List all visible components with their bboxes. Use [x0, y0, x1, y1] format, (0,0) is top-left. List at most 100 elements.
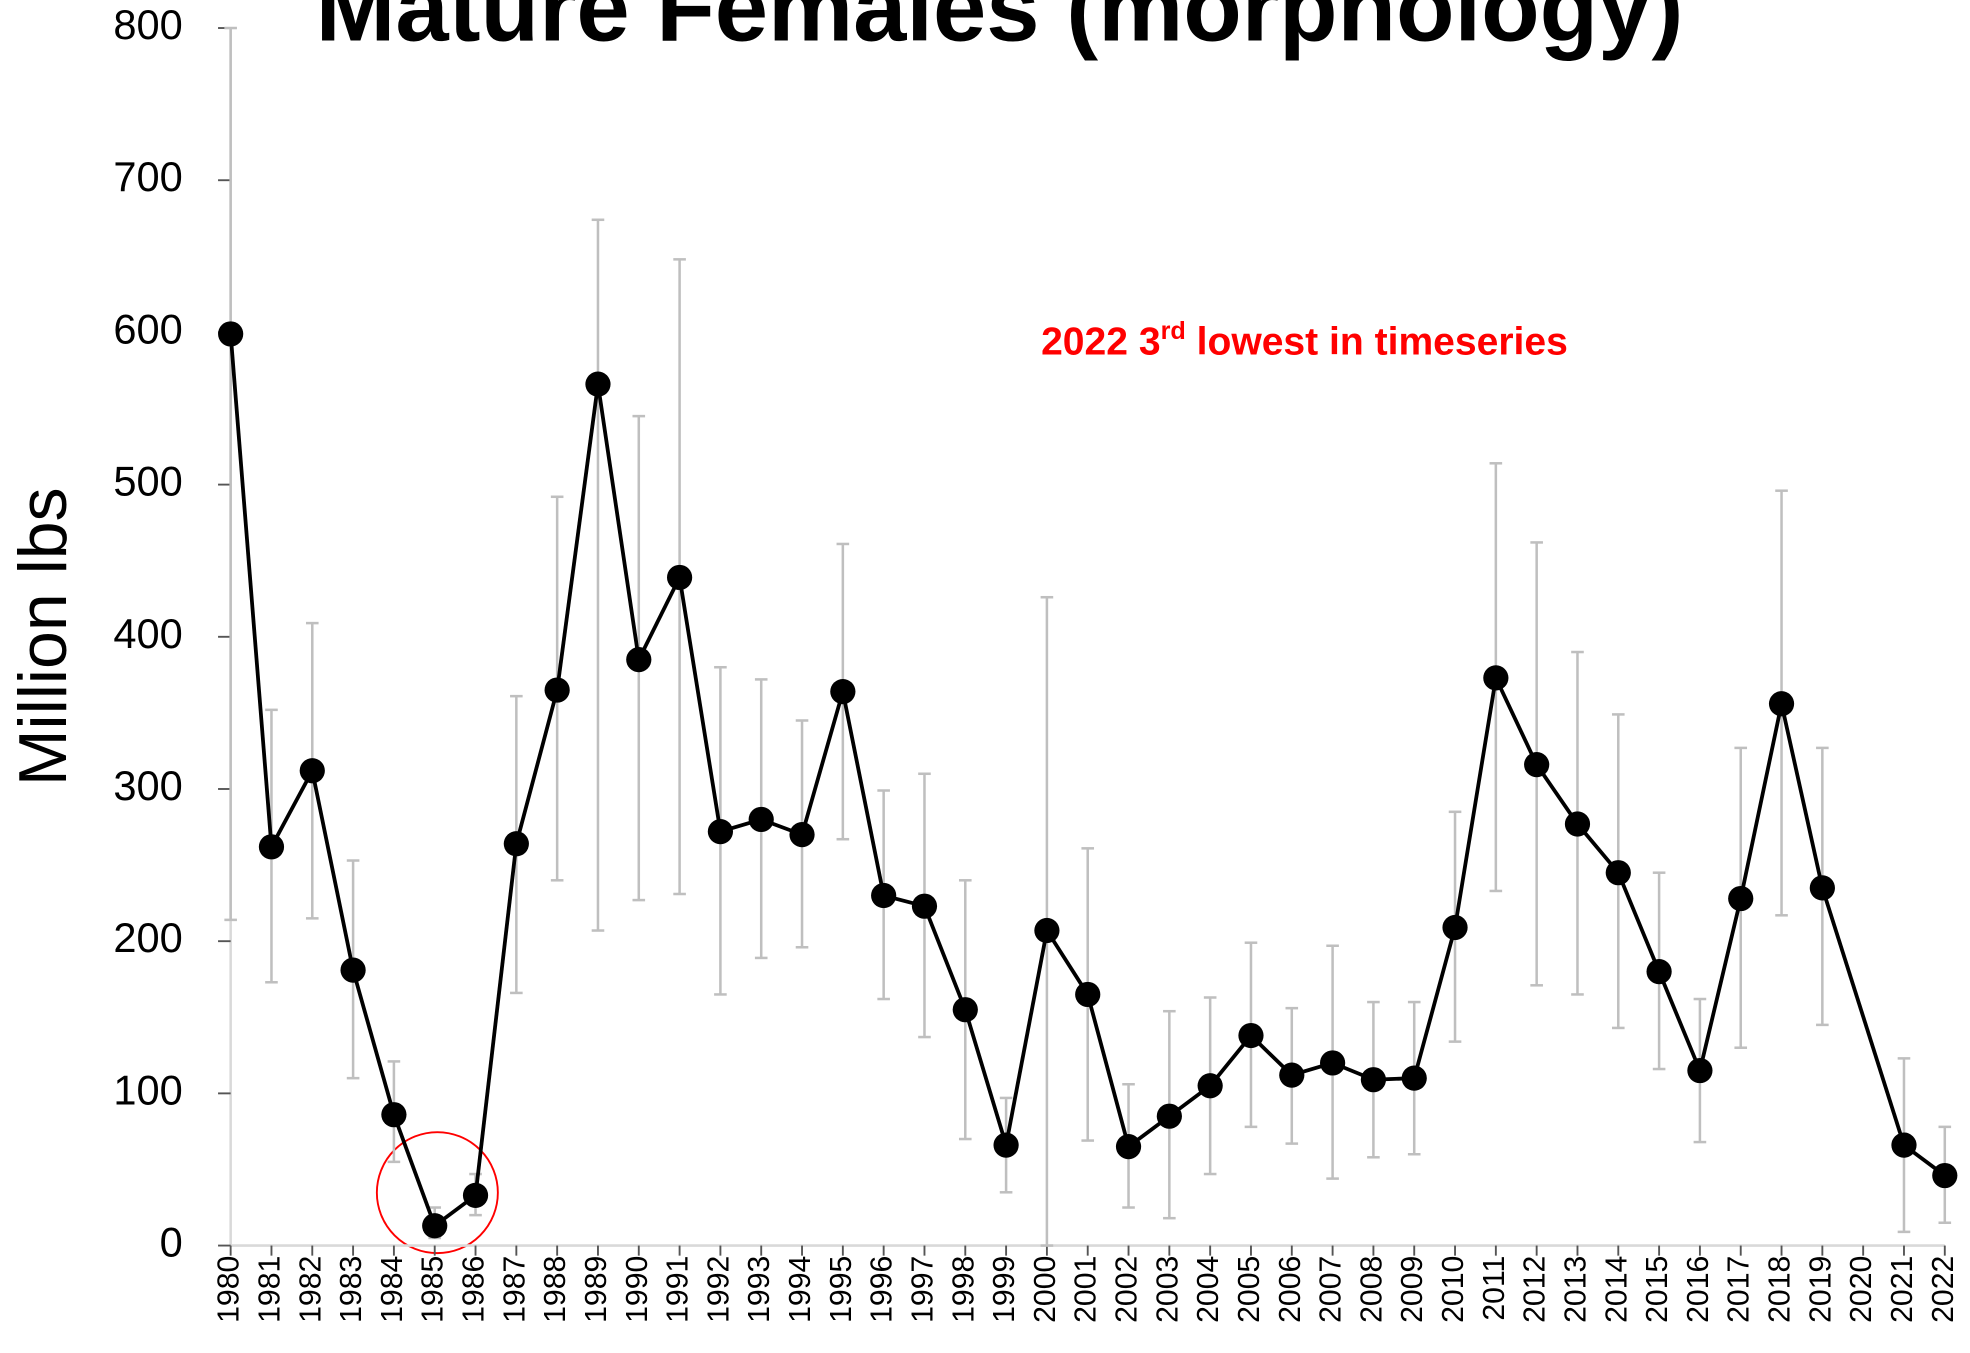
x-tick-label: 1990	[621, 1256, 654, 1323]
line-segment	[310, 770, 355, 971]
line-segment	[1820, 887, 1906, 1146]
x-tick-label: 2019	[1804, 1256, 1837, 1323]
x-tick-label: 1996	[866, 1256, 899, 1323]
line-segment	[1045, 929, 1090, 996]
data-point	[585, 371, 611, 397]
annotation-text: 2022 3	[1041, 321, 1160, 364]
y-tick-label: 300	[113, 762, 182, 809]
x-tick-label: 2013	[1559, 1256, 1592, 1323]
data-point	[993, 1132, 1019, 1158]
data-point	[1034, 917, 1060, 944]
data-point	[952, 997, 978, 1023]
x-tick-label: 2007	[1315, 1256, 1348, 1323]
data-point	[1605, 860, 1631, 886]
x-tick-label: 2006	[1274, 1256, 1307, 1323]
line-segment	[922, 905, 968, 1011]
x-tick-label: 1985	[417, 1256, 450, 1323]
data-point	[1238, 1022, 1264, 1049]
line-segment	[1453, 677, 1498, 928]
data-point	[707, 819, 734, 845]
data-point	[1442, 914, 1468, 941]
data-point	[1564, 811, 1591, 837]
line-segment	[1698, 898, 1743, 1071]
annotation-superscript: rd	[1161, 316, 1186, 344]
data-point	[218, 321, 244, 347]
x-tick-label: 1994	[784, 1256, 817, 1323]
x-tick-label: 2008	[1355, 1256, 1388, 1323]
data-point	[871, 882, 897, 909]
data-point	[422, 1213, 448, 1239]
x-tick-label: 1986	[458, 1256, 491, 1323]
y-tick-label: 0	[160, 1219, 183, 1266]
x-tick-label: 1981	[253, 1256, 286, 1323]
chart-title: Mature Females (morphology)	[316, 0, 1684, 62]
x-tick-label: 2011	[1478, 1256, 1511, 1321]
line-segment	[473, 843, 519, 1196]
line-segment	[1779, 703, 1825, 889]
line-segment	[1616, 871, 1661, 973]
x-tick-label: 2009	[1396, 1256, 1429, 1323]
data-point	[1401, 1065, 1427, 1091]
y-axis-label: Million lbs	[5, 487, 81, 786]
data-point	[1156, 1103, 1182, 1129]
x-tick-label: 1988	[539, 1256, 572, 1323]
data-point	[666, 564, 693, 591]
y-tick-label: 400	[113, 610, 182, 657]
annotation-text: lowest in timeseries	[1186, 321, 1568, 364]
x-tick-label: 1997	[906, 1256, 939, 1323]
x-tick-label: 2012	[1519, 1256, 1552, 1323]
data-point	[1360, 1067, 1387, 1093]
x-tick-label: 2001	[1070, 1256, 1103, 1323]
x-tick-label: 1993	[743, 1256, 776, 1323]
x-tick-label: 2021	[1886, 1256, 1919, 1323]
line-segment	[555, 383, 600, 691]
line-segment	[269, 769, 314, 848]
x-tick-label: 1983	[335, 1256, 368, 1323]
x-tick-label: 2015	[1641, 1256, 1674, 1323]
line-segment	[800, 691, 845, 836]
data-point	[830, 678, 856, 705]
data-point	[462, 1182, 489, 1208]
line-segment	[840, 691, 886, 896]
x-tick-label: 2005	[1233, 1256, 1266, 1323]
x-tick-label: 1989	[580, 1256, 613, 1323]
data-point	[503, 831, 529, 857]
x-tick-label: 1980	[213, 1256, 246, 1323]
line-segment	[514, 689, 559, 845]
data-point	[1687, 1057, 1713, 1084]
line-segment	[637, 576, 682, 661]
line-segment	[1412, 926, 1457, 1079]
data-point	[748, 806, 774, 833]
x-tick-label: 1984	[376, 1256, 409, 1323]
y-tick-label: 200	[113, 914, 182, 961]
data-point	[911, 893, 938, 919]
x-tick-label: 2018	[1764, 1256, 1797, 1323]
x-tick-label: 1995	[825, 1256, 858, 1323]
x-tick-label: 1998	[947, 1256, 980, 1323]
line-segment	[1494, 677, 1539, 766]
y-tick-label: 700	[113, 153, 182, 200]
data-point	[1279, 1062, 1305, 1088]
line-segment	[1085, 993, 1131, 1148]
x-tick-label: 1992	[702, 1256, 735, 1323]
x-tick-label: 2004	[1192, 1256, 1225, 1323]
data-point	[381, 1102, 407, 1128]
data-point	[1319, 1050, 1346, 1076]
data-point	[1483, 665, 1509, 691]
data-point	[626, 647, 652, 673]
x-tick-label: 1982	[294, 1256, 327, 1323]
data-point	[258, 834, 285, 860]
x-tick-label: 2010	[1437, 1256, 1470, 1323]
x-tick-label: 1991	[662, 1256, 695, 1323]
line-segment	[228, 333, 274, 847]
y-tick-label: 500	[113, 458, 182, 505]
data-point	[1115, 1134, 1142, 1160]
highlight-circle	[375, 1131, 499, 1255]
data-point	[1197, 1073, 1223, 1099]
line-segment	[596, 383, 641, 660]
data-point	[1891, 1132, 1917, 1158]
x-tick-label: 2016	[1682, 1256, 1715, 1323]
data-point	[544, 677, 570, 703]
data-point	[1075, 981, 1101, 1008]
